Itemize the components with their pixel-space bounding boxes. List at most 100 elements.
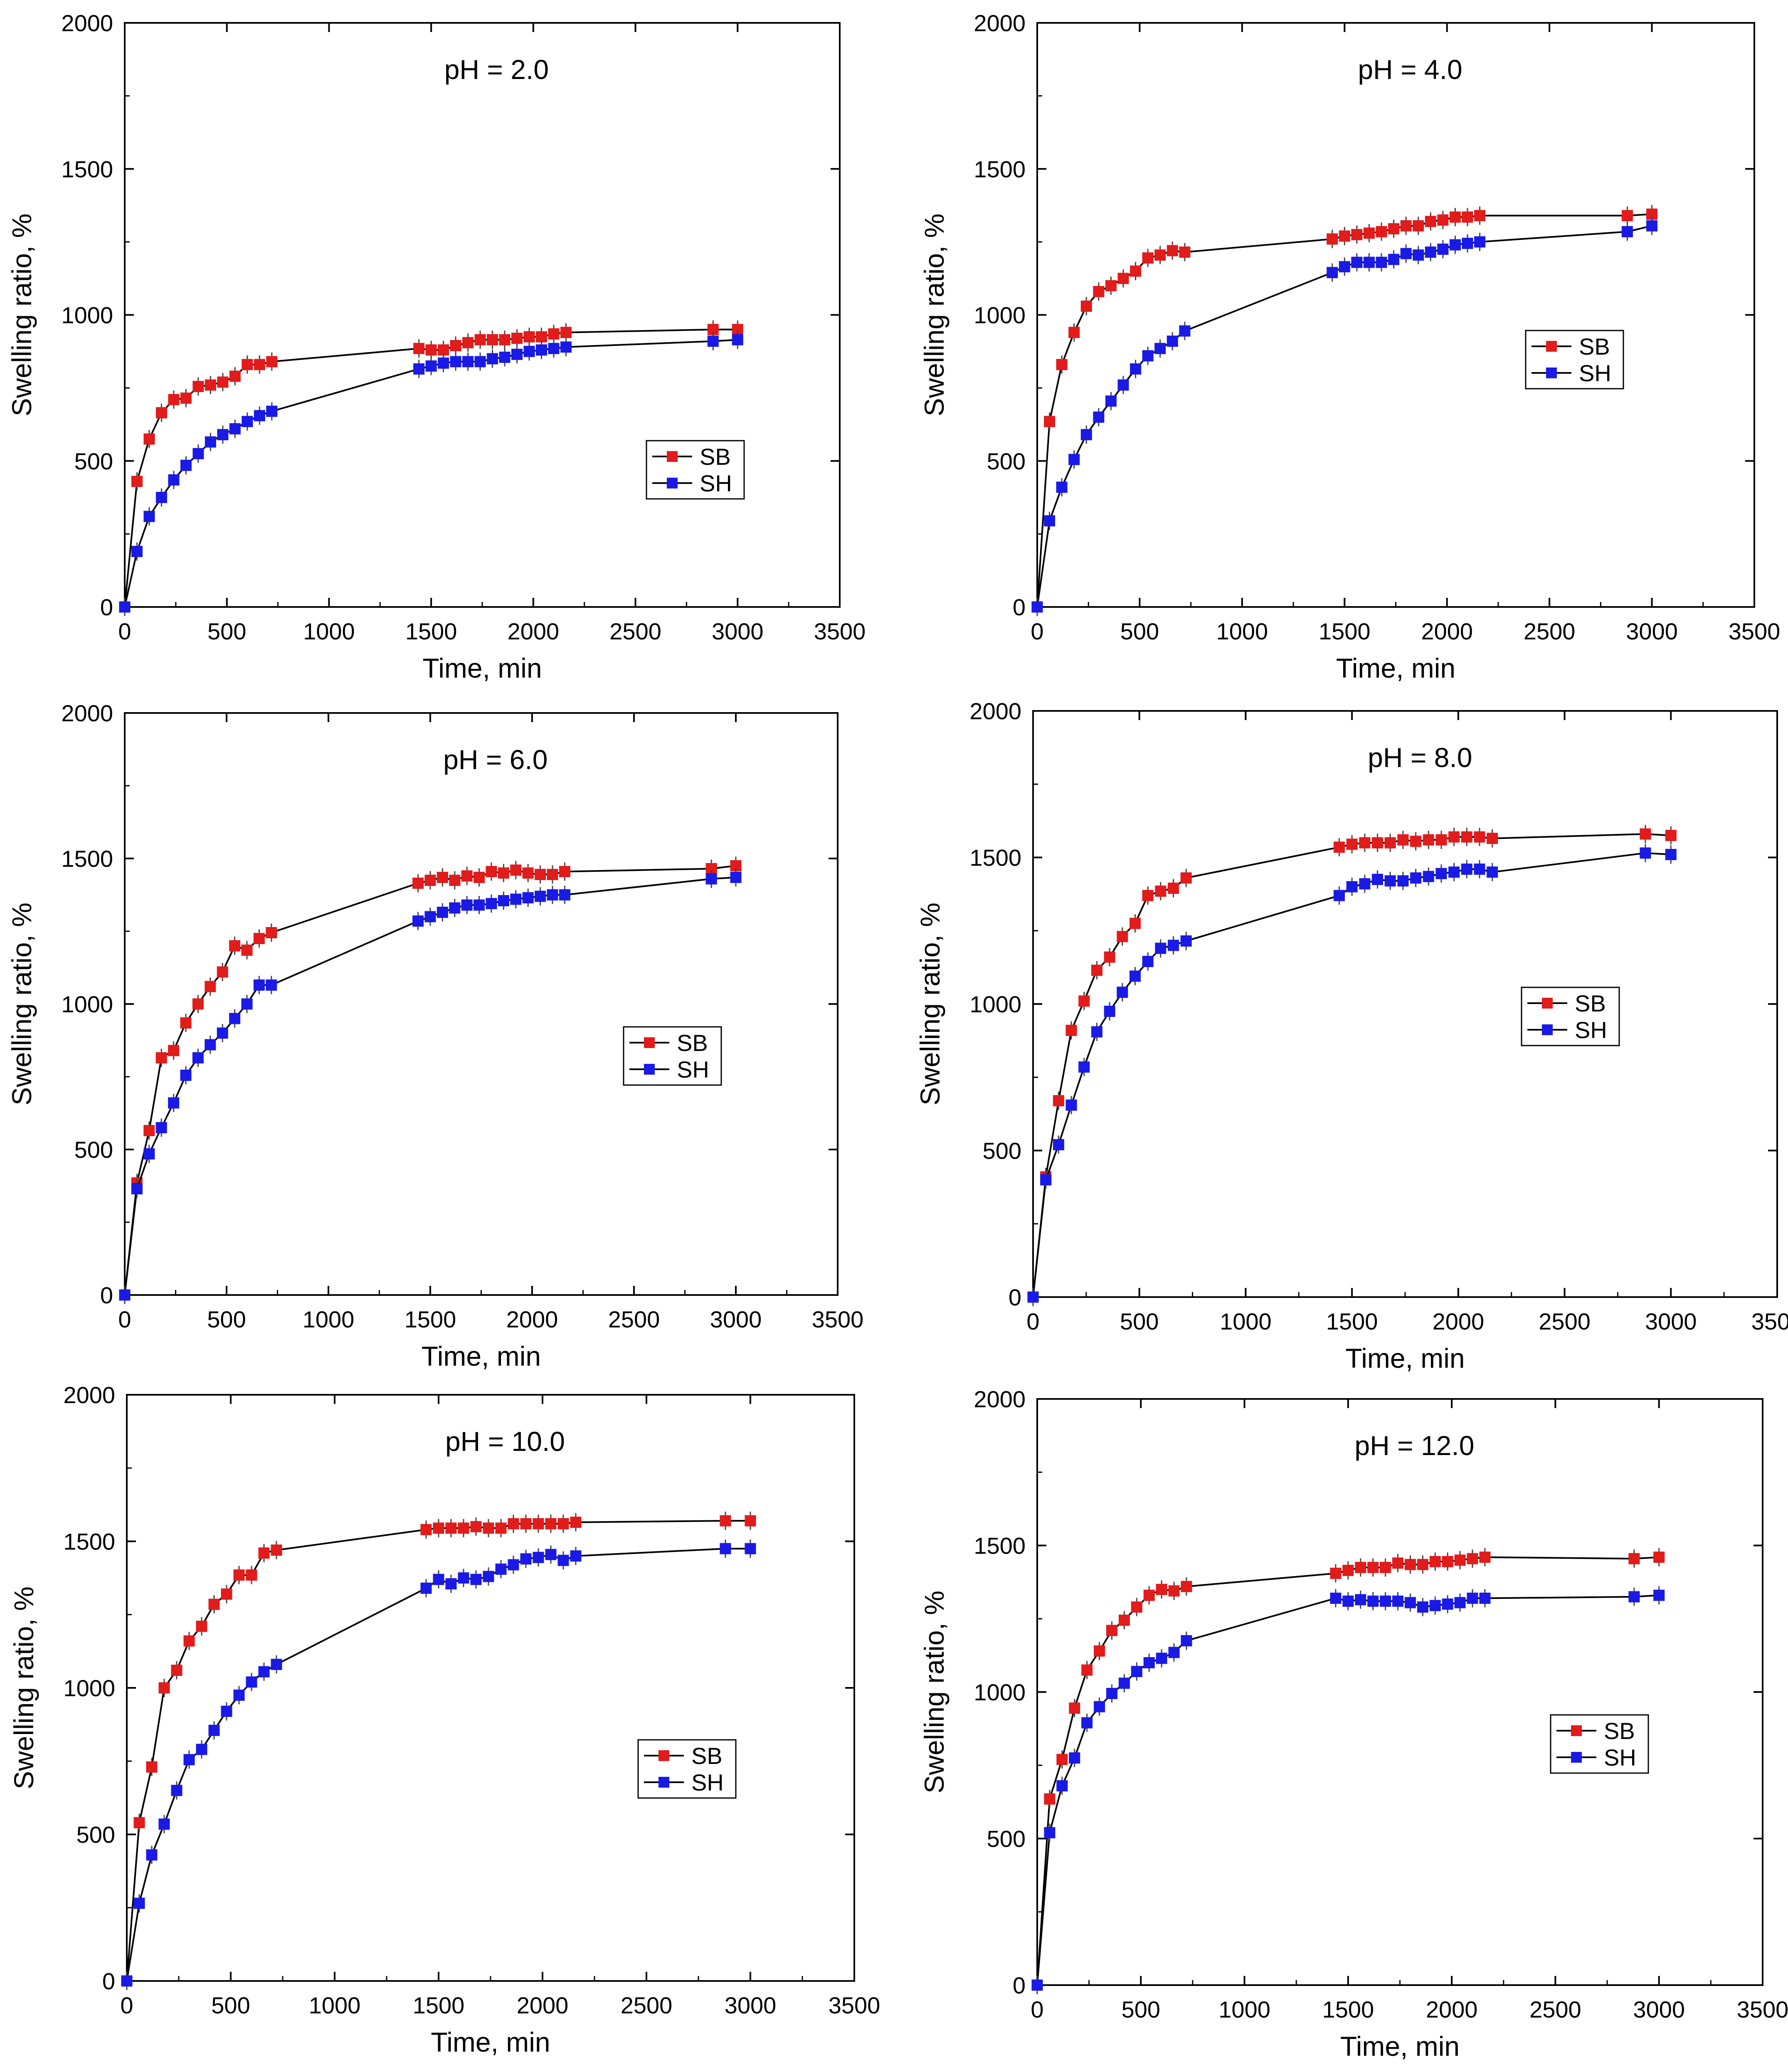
data-point-sb <box>1410 836 1422 847</box>
chart-title: pH = 8.0 <box>1368 742 1472 773</box>
data-point-sh <box>425 360 437 372</box>
data-point-sb <box>158 1682 170 1694</box>
data-point-sb <box>548 328 560 340</box>
y-tick-label: 2000 <box>974 1386 1026 1412</box>
x-axis-label: Time, min <box>422 653 542 683</box>
data-point-sb <box>1372 837 1384 849</box>
data-point-sh <box>1056 1780 1068 1792</box>
chart-panel-1: 0 500 1000 1500 2000 2500 3000 3500 0 500 1000 1500… <box>6 10 866 683</box>
data-point-sb <box>547 869 558 880</box>
data-point-sh <box>511 348 523 360</box>
data-point-sh <box>1080 429 1092 441</box>
data-point-sb <box>487 334 498 345</box>
data-point-sh <box>1454 1597 1466 1608</box>
x-tick-label: 1500 <box>1326 1308 1378 1334</box>
data-point-sh <box>1180 935 1192 947</box>
data-point-sh <box>1091 1026 1102 1038</box>
data-point-sh <box>1031 1979 1043 1991</box>
data-point-sh <box>449 902 461 914</box>
y-tick-label: 500 <box>983 1138 1021 1164</box>
y-tick-label: 500 <box>74 448 113 474</box>
series-line-sh <box>1036 1594 1659 1986</box>
data-point-sh <box>1118 1677 1130 1689</box>
data-point-sh <box>121 1975 133 1987</box>
data-point-sb <box>1142 252 1154 264</box>
data-point-sb <box>1168 883 1179 894</box>
legend-marker-sh <box>1546 368 1557 378</box>
data-point-sb <box>1487 833 1498 844</box>
data-point-sh <box>1487 866 1498 878</box>
data-point-sh <box>1474 863 1485 875</box>
data-point-sb <box>1044 416 1056 427</box>
y-axis-label: Swelling ratio, % <box>8 1586 39 1789</box>
x-tick-label: 1000 <box>303 618 355 644</box>
data-point-sh <box>1181 1635 1192 1647</box>
data-point-sb <box>168 394 180 405</box>
data-point-sb <box>192 381 204 392</box>
chart-panel-2: 0 500 1000 1500 2000 2500 3000 3500 0 500 1000 1500… <box>919 10 1780 683</box>
data-point-sh <box>1031 601 1043 613</box>
data-point-sh <box>1646 220 1658 232</box>
data-point-sb <box>143 1125 155 1136</box>
data-point-sb <box>1131 1601 1142 1613</box>
data-point-sb <box>474 334 486 345</box>
x-tick-label: 3000 <box>1645 1308 1697 1334</box>
legend-label-sb: SB <box>1575 990 1606 1016</box>
series-line-sh <box>124 339 738 607</box>
data-point-sb <box>495 1522 507 1534</box>
data-point-sb <box>1154 249 1166 261</box>
data-point-sh <box>437 907 448 918</box>
x-tick-label: 2000 <box>517 1992 569 2018</box>
data-point-sb <box>559 866 570 877</box>
data-point-sh <box>1168 1647 1180 1658</box>
legend-box <box>1521 987 1620 1046</box>
data-point-sb <box>1179 246 1191 258</box>
data-point-sb <box>1094 1645 1105 1657</box>
data-point-sh <box>1462 237 1473 249</box>
series-line-sb <box>124 865 736 1295</box>
legend-marker-sb <box>1546 341 1557 352</box>
series-line-sb <box>1036 213 1652 607</box>
x-tick-label: 1000 <box>1218 1996 1270 2023</box>
data-point-sh <box>131 1183 143 1194</box>
data-point-sh <box>413 363 425 375</box>
data-point-sh <box>229 423 241 434</box>
data-point-sh <box>1653 1589 1665 1601</box>
data-point-sh <box>1665 849 1677 860</box>
data-point-sh <box>1154 343 1166 354</box>
data-point-sh <box>1342 1595 1354 1607</box>
data-point-sb <box>536 331 547 343</box>
data-point-sb <box>412 878 424 889</box>
y-tick-label: 500 <box>76 1822 115 1848</box>
data-point-sh <box>1351 257 1363 268</box>
x-tick-label: 0 <box>1031 1996 1043 2023</box>
data-point-sb <box>1346 839 1358 850</box>
data-point-sh <box>1449 239 1461 251</box>
y-tick-label: 2000 <box>974 10 1026 36</box>
data-point-sb <box>1065 1024 1077 1036</box>
data-point-sh <box>1339 261 1350 273</box>
data-point-sb <box>241 945 253 956</box>
data-point-sb <box>1104 951 1115 963</box>
legend-label-sh: SH <box>1579 360 1611 386</box>
y-tick-label: 0 <box>100 1282 113 1308</box>
series-line-sb <box>1032 833 1671 1297</box>
data-point-sb <box>168 1045 180 1056</box>
data-point-sh <box>450 356 461 368</box>
data-point-sh <box>143 511 155 522</box>
x-tick-label: 2500 <box>1524 618 1576 644</box>
data-point-sh <box>229 1013 241 1024</box>
data-point-sh <box>510 893 522 905</box>
data-point-sh <box>570 1550 582 1562</box>
data-point-sb <box>1068 327 1080 338</box>
data-point-sh <box>1425 246 1436 258</box>
data-point-sb <box>1448 831 1460 843</box>
data-point-sh <box>533 1552 544 1563</box>
data-point-sb <box>1130 265 1142 277</box>
data-point-sh <box>180 459 192 471</box>
data-point-sh <box>233 1690 245 1701</box>
data-point-sh <box>1056 481 1068 493</box>
data-point-sh <box>217 1027 228 1039</box>
data-point-sb <box>474 872 485 883</box>
